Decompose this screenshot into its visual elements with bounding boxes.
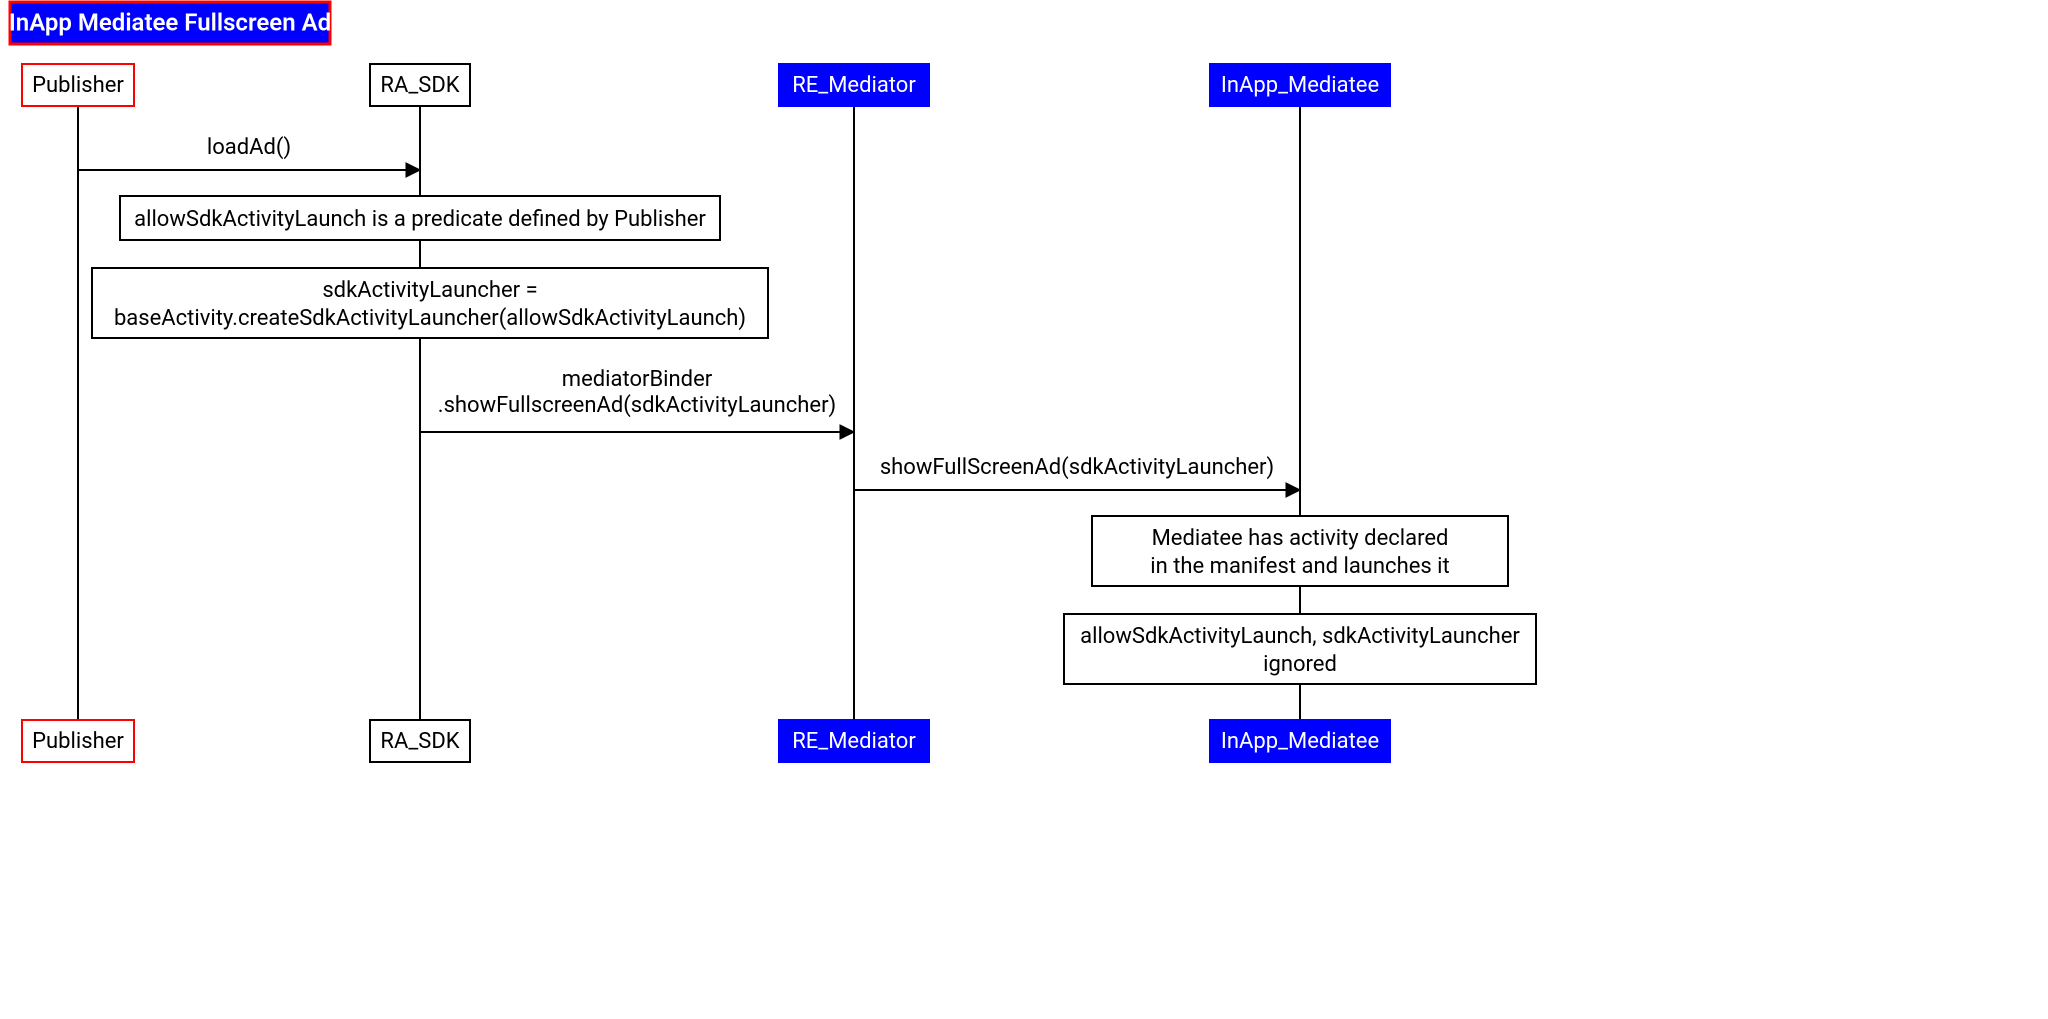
note-text-1-0: sdkActivityLauncher = [322, 278, 537, 303]
participant-bottom-label-publisher: Publisher [32, 729, 124, 754]
note-text-0-0: allowSdkActivityLaunch is a predicate de… [134, 207, 706, 232]
diagram-title: InApp Mediatee Fullscreen Ad [9, 8, 331, 36]
message-label-1-1: .showFullscreenAd(sdkActivityLauncher) [438, 393, 836, 418]
note-text-3-1: ignored [1263, 652, 1337, 677]
note-text-2-1: in the manifest and launches it [1150, 554, 1449, 579]
participant-top-label-inapp_mediatee: InApp_Mediatee [1221, 73, 1379, 98]
participant-top-label-publisher: Publisher [32, 73, 124, 98]
message-label-0-0: loadAd() [207, 135, 291, 160]
participant-top-label-ra_sdk: RA_SDK [380, 73, 459, 98]
participant-bottom-label-re_mediator: RE_Mediator [792, 729, 916, 754]
participant-top-label-re_mediator: RE_Mediator [792, 73, 916, 98]
participant-bottom-label-inapp_mediatee: InApp_Mediatee [1221, 729, 1379, 754]
message-label-2-0: showFullScreenAd(sdkActivityLauncher) [880, 455, 1274, 480]
note-text-3-0: allowSdkActivityLaunch, sdkActivityLaunc… [1080, 624, 1520, 649]
sequence-diagram: InApp Mediatee Fullscreen Ad Publisher RA_… [0, 0, 1620, 800]
note-text-2-0: Mediatee has activity declared [1152, 526, 1449, 551]
message-label-1-0: mediatorBinder [562, 367, 713, 392]
participant-bottom-label-ra_sdk: RA_SDK [380, 729, 459, 754]
note-text-1-1: baseActivity.createSdkActivityLauncher(a… [114, 306, 746, 331]
